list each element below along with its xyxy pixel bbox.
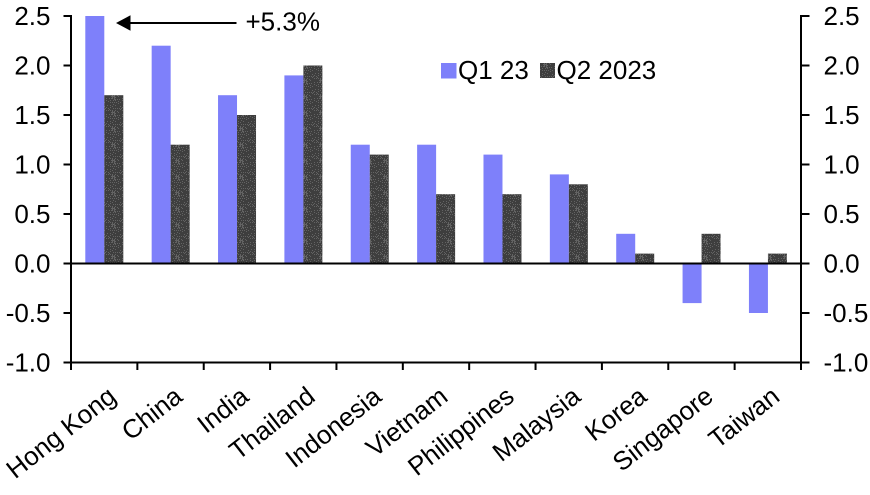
svg-text:-1.0: -1.0 — [6, 348, 51, 378]
svg-text:Q1 23: Q1 23 — [458, 55, 529, 85]
svg-text:1.0: 1.0 — [824, 150, 860, 180]
svg-text:2.0: 2.0 — [824, 51, 860, 81]
svg-text:1.5: 1.5 — [824, 100, 860, 130]
svg-text:1.0: 1.0 — [14, 150, 50, 180]
svg-text:0.5: 0.5 — [824, 199, 860, 229]
svg-text:0.0: 0.0 — [14, 249, 50, 279]
svg-text:-0.5: -0.5 — [6, 298, 51, 328]
svg-text:2.5: 2.5 — [14, 1, 50, 31]
svg-text:0.5: 0.5 — [14, 199, 50, 229]
svg-text:0.0: 0.0 — [824, 249, 860, 279]
svg-text:1.5: 1.5 — [14, 100, 50, 130]
svg-text:Q2 2023: Q2 2023 — [557, 55, 657, 85]
svg-text:-1.0: -1.0 — [824, 348, 869, 378]
svg-text:+5.3%: +5.3% — [246, 7, 320, 37]
svg-text:-0.5: -0.5 — [824, 298, 869, 328]
svg-text:2.5: 2.5 — [824, 1, 860, 31]
svg-text:2.0: 2.0 — [14, 51, 50, 81]
